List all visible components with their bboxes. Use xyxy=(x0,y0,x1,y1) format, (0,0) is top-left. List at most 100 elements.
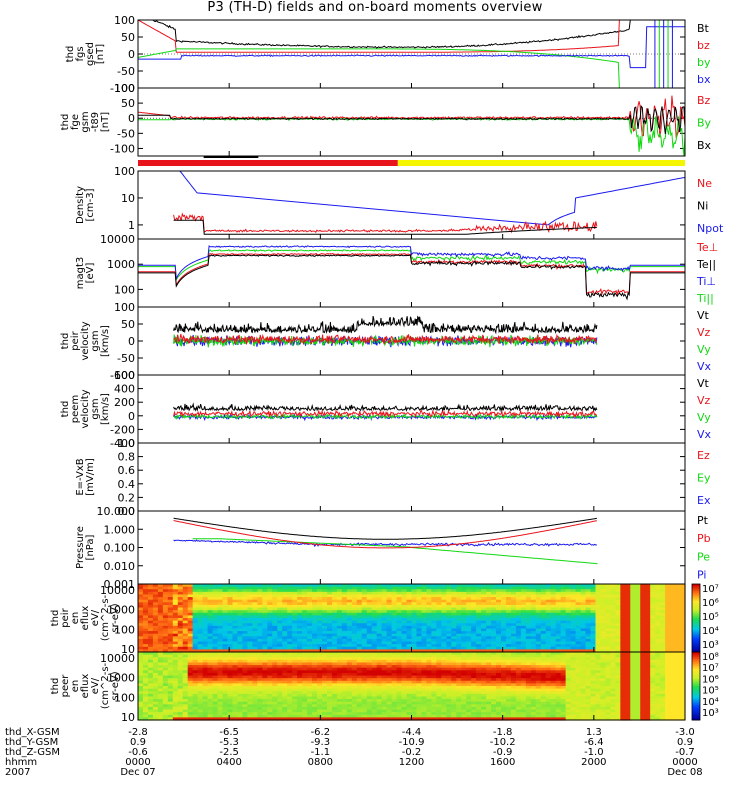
colorbar-label-peir_spec-0: 10⁷ xyxy=(702,584,719,595)
colorbar-cell-peir_spec-15 xyxy=(692,609,700,612)
ytick-label-efield-0: 1.0 xyxy=(118,437,136,450)
colorbar-cell-peer_spec-10 xyxy=(692,669,700,672)
ylabel-peer_spec-0: thd xyxy=(50,678,61,695)
colorbar-cell-peir_spec-6 xyxy=(692,594,700,597)
colorbar-cell-peer_spec-32 xyxy=(692,706,700,709)
ylabel-peir_spec-5: (cm^2-s- xyxy=(100,594,111,641)
colorbar-cell-peir_spec-35 xyxy=(692,643,700,646)
legend-peem-Vy: Vy xyxy=(697,411,711,424)
legend-temp-Ti||: Ti|| xyxy=(696,292,714,305)
legend-peem-Vz: Vz xyxy=(697,394,711,407)
ytick-label-peir-4: -100 xyxy=(110,369,135,382)
colorbar-cell-peir_spec-0 xyxy=(692,584,700,587)
colorbar-cell-peer_spec-31 xyxy=(692,704,700,707)
ylabel-peir-0: thd xyxy=(60,333,71,350)
xaxis-value-0-0: -2.8 xyxy=(128,727,148,738)
ytick-label-pres-2: 0.100 xyxy=(104,542,136,555)
legend-peem-Vt: Vt xyxy=(697,377,710,390)
xaxis-rowlabel-2: thd_Z-GSM xyxy=(5,747,60,758)
series-fge-Bx xyxy=(138,105,686,134)
ytick-label-dens-1: 10 xyxy=(121,192,135,205)
colorbar-cell-peir_spec-2 xyxy=(692,587,700,590)
colorbar-cell-peir_spec-17 xyxy=(692,612,700,616)
colorbar-cell-peer_spec-28 xyxy=(692,699,700,702)
legend-peir-Vt: Vt xyxy=(697,309,710,322)
colorbar-label-peir_spec-1: 10⁶ xyxy=(702,598,719,609)
ytick-label-fge-1: 50 xyxy=(121,97,135,110)
ytick-label-peir-0: 100 xyxy=(114,301,135,314)
colorbar-cell-peir_spec-16 xyxy=(692,611,700,614)
xaxis-value-0-4: Dec 07 xyxy=(120,767,155,778)
colorbar-cell-peer_spec-6 xyxy=(692,662,700,665)
ylabel-fgs-0: thd xyxy=(65,46,76,63)
colorbar-cell-peer_spec-8 xyxy=(692,665,700,668)
colorbar-label-peer_spec-2: 10⁶ xyxy=(702,674,719,685)
ytick-label-temp-2: 100 xyxy=(114,283,135,296)
colorbar-cell-peer_spec-16 xyxy=(692,679,700,682)
ytick-label-peem-0: 600 xyxy=(114,369,135,382)
legend-efield-Ey: Ey xyxy=(697,472,711,485)
colorbar-label-peer_spec-0: 10⁸ xyxy=(702,652,719,663)
ylabel-fge-3: -t89 xyxy=(90,112,101,132)
colorbar-cell-peir_spec-30 xyxy=(692,635,700,638)
series-Pi xyxy=(173,539,597,548)
xaxis-value-4-2: -0.9 xyxy=(493,747,513,758)
series-Pe xyxy=(192,538,598,565)
ylabel-peir_spec-3: eflux xyxy=(80,606,91,631)
ylabel-peem-1: peem xyxy=(70,395,81,423)
xaxis-value-0-3: 0000 xyxy=(125,757,150,768)
colorbar-cell-peir_spec-38 xyxy=(692,648,700,651)
ylabel-efield-1: [mV/m] xyxy=(85,458,96,496)
ytick-label-peer_spec-1: 1000 xyxy=(107,672,135,685)
colorbar-cell-peir_spec-23 xyxy=(692,623,700,626)
ylabel-pres-0: Pressure xyxy=(75,526,86,569)
xaxis-value-0-1: 0.9 xyxy=(130,737,146,748)
xaxis-value-5-0: 1.3 xyxy=(586,727,602,738)
colorbar-cell-peir_spec-14 xyxy=(692,607,700,610)
colorbar-label-peir_spec-4: 10³ xyxy=(702,640,719,651)
ytick-label-peir-2: 0 xyxy=(128,335,135,348)
ylabel-peir_spec-4: eV/ xyxy=(90,609,101,626)
ylabel-peir-4: [km/s] xyxy=(100,325,111,357)
ytick-label-fge-0: 100 xyxy=(114,82,135,95)
xaxis-value-3-0: -4.4 xyxy=(402,727,422,738)
colorbar-cell-peir_spec-27 xyxy=(692,629,700,633)
colorbar-cell-peir_spec-32 xyxy=(692,638,700,641)
legend-temp-Ti⊥: Ti⊥ xyxy=(696,275,716,288)
colorbar-cell-peer_spec-1 xyxy=(692,653,700,656)
ytick-label-efield-1: 0.8 xyxy=(118,451,136,464)
colorbar-cell-peer_spec-24 xyxy=(692,692,700,695)
ytick-label-peem-1: 400 xyxy=(114,383,135,396)
colorbar-cell-peer_spec-5 xyxy=(692,660,700,663)
colorbar-cell-peir_spec-21 xyxy=(692,619,700,622)
colorbar-cell-peir_spec-39 xyxy=(692,650,700,653)
ylabel-dens-0: Density xyxy=(75,186,86,224)
colorbar-cell-peer_spec-2 xyxy=(692,655,700,658)
xaxis-value-4-0: -1.8 xyxy=(493,727,513,738)
colorbar-cell-peer_spec-15 xyxy=(692,677,700,680)
ylabel-fgs-3: [nT] xyxy=(95,44,106,64)
xaxis-value-2-0: -6.2 xyxy=(311,727,331,738)
series-Ti⊥ xyxy=(138,245,685,281)
ytick-label-dens-2: 1 xyxy=(128,219,135,232)
frame-efield xyxy=(137,442,686,512)
ytick-label-peem-5: -400 xyxy=(110,437,135,450)
series-fge-Bz xyxy=(137,95,686,139)
ytick-label-peem-4: -200 xyxy=(110,423,135,436)
colorbar-cell-peir_spec-22 xyxy=(692,621,700,624)
ylabel-temp-0: magt3 xyxy=(75,257,86,290)
xaxis-rowlabel-4: 2007 xyxy=(5,767,30,778)
xaxis-value-6-2: -0.7 xyxy=(675,747,695,758)
ytick-label-fgs-1: 50 xyxy=(121,31,135,44)
legend-fge-By: By xyxy=(697,117,712,130)
xaxis-value-2-1: -9.3 xyxy=(311,737,331,748)
colorbar-cell-peir_spec-10 xyxy=(692,601,700,604)
ytick-label-peir_spec-0: 10000 xyxy=(100,584,135,597)
mode-bar-marker xyxy=(203,156,259,158)
colorbar-cell-peer_spec-35 xyxy=(692,711,700,714)
legend-pres-Pb: Pb xyxy=(697,532,711,545)
ytick-label-efield-2: 0.6 xyxy=(118,464,136,477)
series-Pt xyxy=(173,517,597,540)
legend-peir-Vz: Vz xyxy=(697,326,711,339)
ylabel-peem-2: velocity xyxy=(80,389,91,428)
